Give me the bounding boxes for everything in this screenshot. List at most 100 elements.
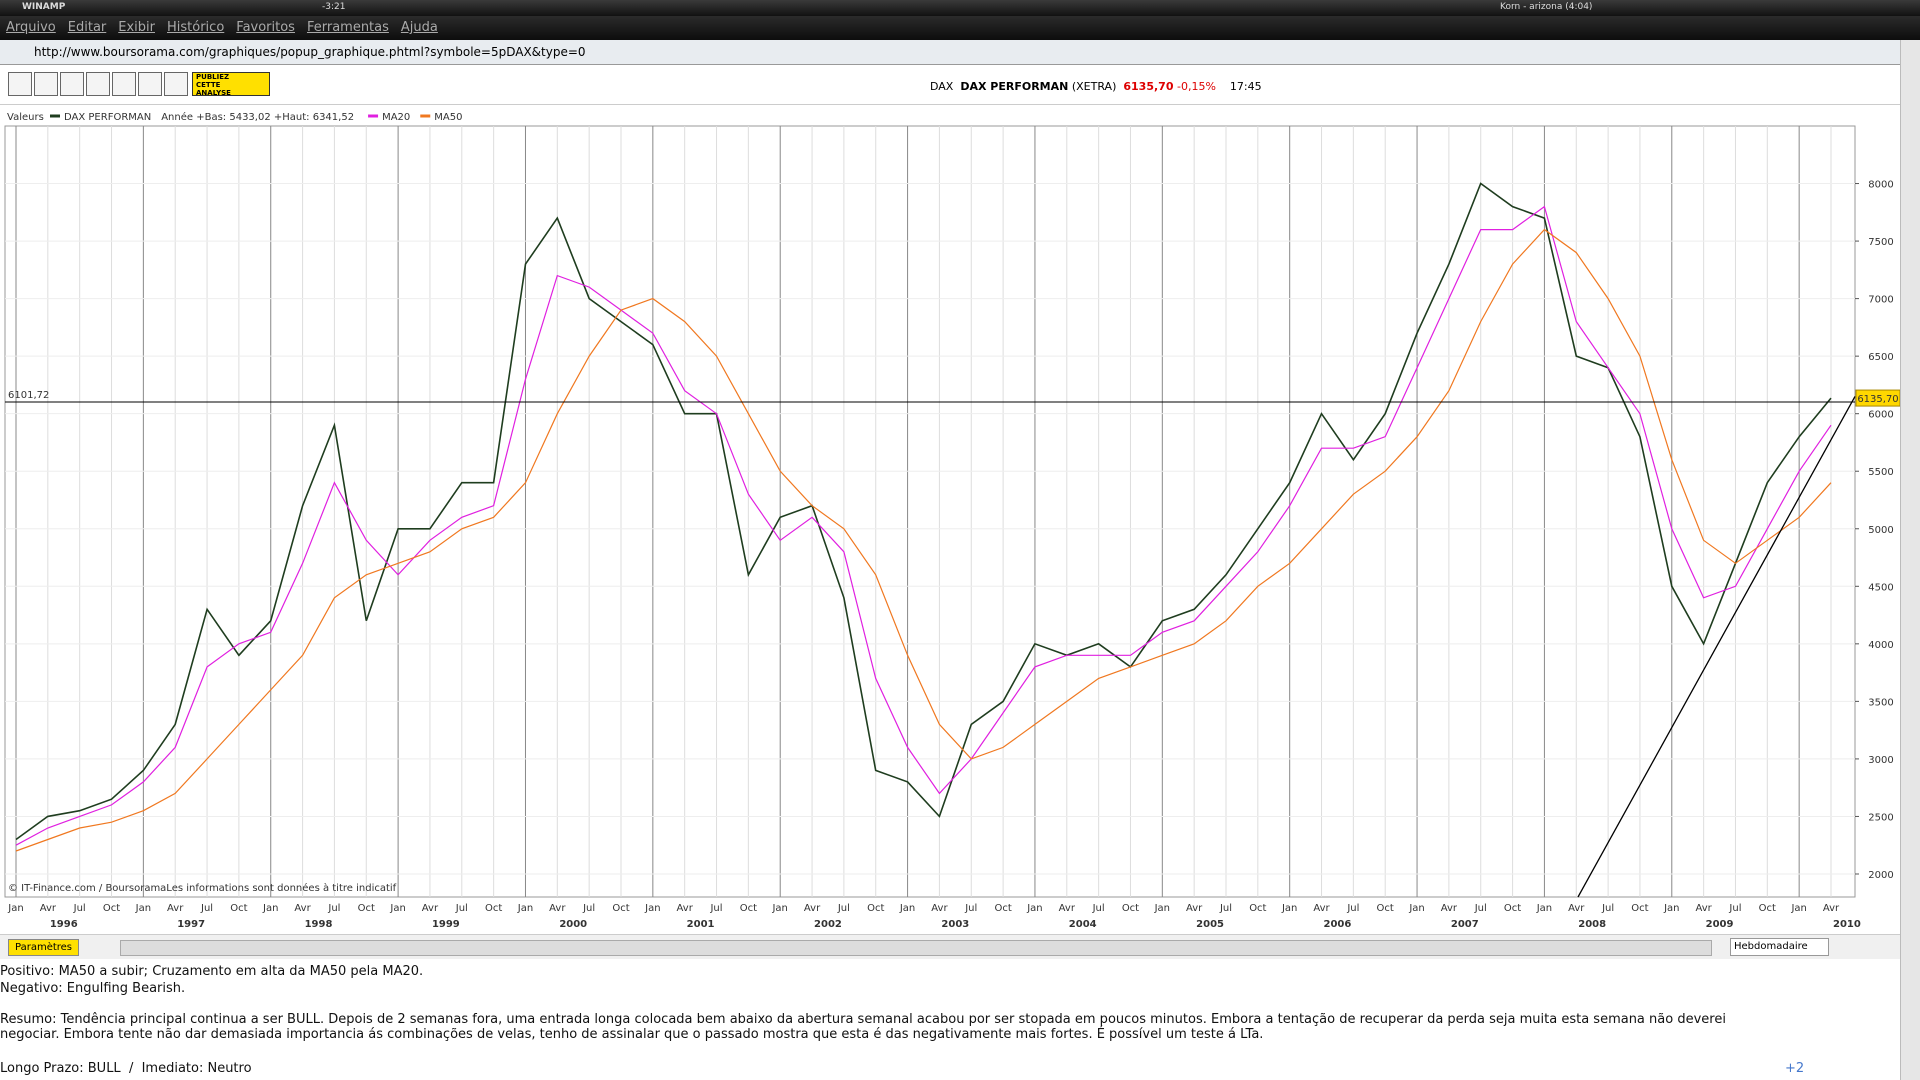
x-tick-label: Oct [1504, 903, 1521, 914]
x-tick-label: Avr [294, 903, 311, 914]
menu-item[interactable]: Arquivo [6, 20, 56, 35]
year-label: 2010 [1833, 919, 1861, 930]
x-tick-label: Oct [1631, 903, 1648, 914]
winamp-bar: WINAMP -3:21 Korn - arizona (4:04) [0, 0, 1920, 16]
scrollbar[interactable] [1900, 40, 1920, 1080]
x-tick-label: Jul [709, 903, 722, 914]
x-tick-label: Jan [1790, 903, 1806, 914]
year-label: 1998 [305, 919, 333, 930]
x-tick-label: Oct [612, 903, 629, 914]
x-tick-label: Avr [40, 903, 57, 914]
x-tick-label: Jan [135, 903, 151, 914]
params-button[interactable]: Paramètres [8, 939, 80, 956]
menu-item[interactable]: Editar [67, 20, 107, 35]
chart-controls: Paramètres Hebdomadaire [0, 934, 1900, 959]
x-tick-label: Oct [867, 903, 884, 914]
x-tick-label: Jul [200, 903, 213, 914]
year-label: 2000 [559, 919, 587, 930]
reference-label: 6101,72 [8, 390, 49, 401]
y-tick-label: 7500 [1868, 237, 1893, 248]
x-tick-label: Oct [1249, 903, 1266, 914]
hline-tool[interactable] [60, 72, 84, 96]
winamp-track: Korn - arizona (4:04) [1500, 2, 1593, 12]
x-tick-label: Jul [73, 903, 86, 914]
x-tick-label: Jan [1663, 903, 1679, 914]
x-tick-label: Jul [1219, 903, 1232, 914]
x-tick-label: Jan [389, 903, 405, 914]
period-select[interactable]: Hebdomadaire [1730, 938, 1829, 956]
x-tick-label: Avr [1568, 903, 1585, 914]
url[interactable]: http://www.boursorama.com/graphiques/pop… [34, 45, 586, 59]
plot-frame [4, 125, 1856, 898]
x-tick-label: Jan [1026, 903, 1042, 914]
x-tick-label: Jul [582, 903, 595, 914]
fibo-tool[interactable] [112, 72, 136, 96]
legend-title: Valeurs [7, 112, 44, 123]
delete-tool[interactable] [164, 72, 188, 96]
y-tick-label: 2000 [1868, 870, 1893, 881]
menu-item[interactable]: Ferramentas [306, 20, 389, 35]
x-tick-label: Jan [517, 903, 533, 914]
x-tick-label: Avr [677, 903, 694, 914]
x-tick-label: Jan [1536, 903, 1552, 914]
summary: Resumo: Tendência principal continua a s… [0, 1012, 1726, 1042]
menu-item[interactable]: Favoritos [236, 20, 295, 35]
series-line [15, 205, 1832, 846]
time-scroll[interactable] [120, 940, 1712, 956]
year-label: 2001 [687, 919, 715, 930]
x-tick-label: Jul [327, 903, 340, 914]
legend-label: DAX PERFORMAN [64, 112, 151, 123]
line-tool[interactable] [34, 72, 58, 96]
winamp-title: WINAMP [22, 2, 66, 12]
year-label: 2004 [1069, 919, 1097, 930]
year-label: 1997 [177, 919, 205, 930]
x-tick-label: Avr [549, 903, 566, 914]
banner-line: PUBLIEZ [196, 73, 230, 81]
menu-item[interactable]: Ajuda [400, 20, 438, 35]
x-tick-label: Oct [740, 903, 757, 914]
range-note: Année +Bas: 5433,02 +Haut: 6341,52 [161, 111, 354, 123]
y-tick-label: 2500 [1868, 812, 1893, 823]
x-tick-label: Jan [7, 903, 23, 914]
banner-line: ANALYSE [196, 89, 231, 97]
x-tick-label: Jan [1408, 903, 1424, 914]
menu-item[interactable]: Histórico [167, 20, 225, 35]
menu-item[interactable]: Exibir [118, 20, 155, 35]
change: -0,15% [1176, 80, 1216, 93]
market: DAX [930, 80, 954, 93]
zoom-tool[interactable] [8, 72, 32, 96]
last-price-label: 6135,70 [1857, 394, 1898, 405]
y-tick-label: 6500 [1868, 352, 1893, 363]
winamp-time: -3:21 [322, 2, 346, 12]
price: 6135,70 [1123, 80, 1174, 93]
exchange: (XETRA) [1071, 80, 1117, 93]
post-count[interactable]: +2 [1785, 1061, 1805, 1076]
x-tick-label: Oct [230, 903, 247, 914]
x-tick-label: Jul [964, 903, 977, 914]
fan-tool[interactable] [138, 72, 162, 96]
chart: Jan Avr Jul Oct Jan Avr Jul Oct Jan Avr Jul Oct Jan A… [4, 111, 1900, 930]
publish-banner[interactable]: PUBLIEZ CETTE ANALYSE [192, 72, 270, 97]
negative: Negativo: Engulfing Bearish. [0, 981, 186, 996]
y-tick-label: 6000 [1868, 410, 1893, 421]
y-tick-label: 4500 [1868, 582, 1893, 593]
quote-time: 17:45 [1229, 80, 1262, 93]
quote: DAX DAX PERFORMAN (XETRA) 6135,70 -0,15%… [930, 80, 1262, 93]
year-label: 2007 [1451, 919, 1479, 930]
x-tick-label: Jul [1601, 903, 1614, 914]
x-tick-label: Jul [1728, 903, 1741, 914]
series-line [15, 182, 1832, 841]
x-tick-label: Jul [1474, 903, 1487, 914]
address-bar[interactable]: http://www.boursorama.com/graphiques/pop… [0, 40, 1900, 65]
year-label: 2008 [1578, 919, 1606, 930]
x-tick-label: Avr [1441, 903, 1458, 914]
x-tick-label: Jul [837, 903, 850, 914]
y-tick-label: 5000 [1868, 525, 1893, 536]
x-tick-label: Jan [1154, 903, 1170, 914]
x-tick-label: Avr [1313, 903, 1330, 914]
x-tick-label: Avr [804, 903, 821, 914]
year-label: 1999 [432, 919, 460, 930]
x-tick-label: Jan [899, 903, 915, 914]
trend-line [1577, 396, 1856, 898]
channel-tool[interactable] [86, 72, 110, 96]
